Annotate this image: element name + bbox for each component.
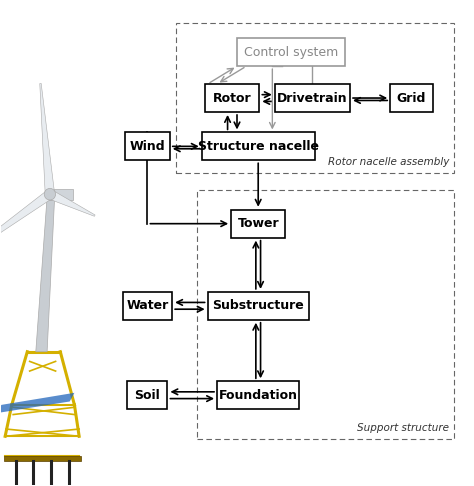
- Text: Rotor: Rotor: [213, 91, 252, 104]
- Bar: [176, 23, 454, 173]
- Bar: [197, 190, 454, 439]
- Polygon shape: [0, 190, 53, 259]
- Bar: [125, 132, 170, 160]
- Bar: [275, 84, 350, 112]
- Text: Support structure: Support structure: [357, 423, 449, 433]
- Bar: [205, 84, 259, 112]
- Text: Water: Water: [127, 299, 169, 312]
- Text: Structure nacelle: Structure nacelle: [198, 140, 319, 153]
- Polygon shape: [48, 190, 95, 216]
- Bar: [128, 381, 167, 409]
- Text: Tower: Tower: [237, 217, 279, 230]
- Polygon shape: [36, 197, 55, 352]
- Text: Foundation: Foundation: [219, 389, 298, 402]
- Bar: [390, 84, 433, 112]
- Bar: [217, 381, 300, 409]
- Bar: [46, 189, 73, 200]
- Text: Drivetrain: Drivetrain: [277, 91, 348, 104]
- Text: Control system: Control system: [244, 46, 338, 59]
- Bar: [237, 38, 346, 66]
- Text: Wind: Wind: [130, 140, 165, 153]
- Bar: [231, 209, 285, 238]
- Text: Grid: Grid: [397, 91, 426, 104]
- Bar: [208, 292, 309, 320]
- Circle shape: [44, 189, 55, 200]
- Text: Rotor nacelle assembly: Rotor nacelle assembly: [328, 157, 449, 167]
- Bar: [201, 132, 315, 160]
- Text: Soil: Soil: [135, 389, 160, 402]
- Bar: [123, 292, 172, 320]
- Bar: [4, 455, 81, 461]
- Text: Substructure: Substructure: [212, 299, 304, 312]
- Polygon shape: [40, 84, 55, 194]
- Polygon shape: [0, 393, 74, 413]
